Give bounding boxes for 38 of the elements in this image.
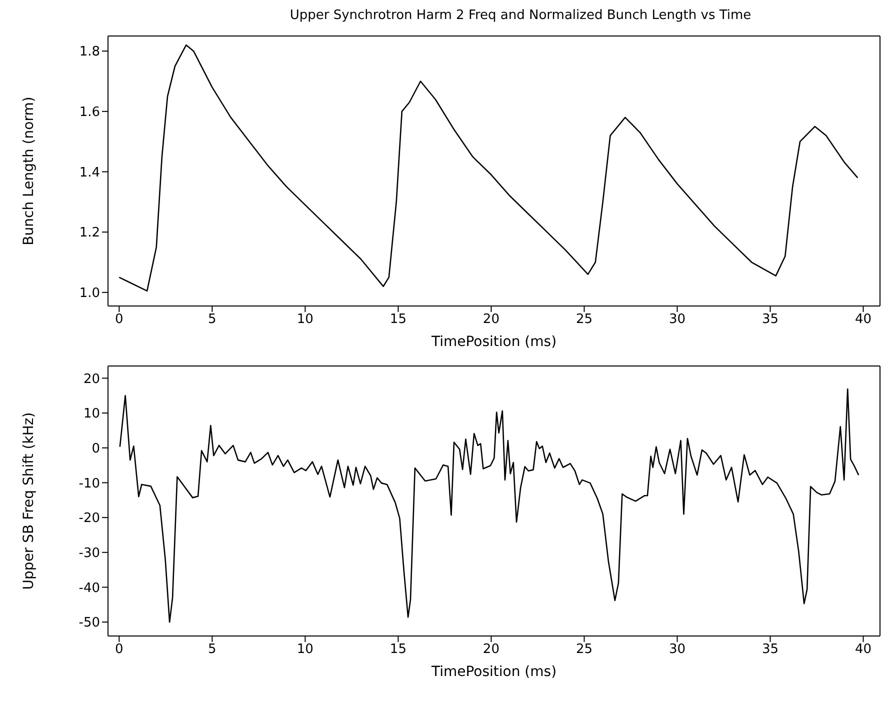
x-tick-label: 30 bbox=[668, 642, 686, 658]
x-tick-label: 20 bbox=[482, 642, 500, 658]
y-tick-label: 1.2 bbox=[79, 226, 100, 241]
y-tick-label: -50 bbox=[78, 616, 100, 631]
x-tick-label: 20 bbox=[482, 312, 500, 328]
x-tick-label: 35 bbox=[762, 312, 779, 328]
x-axis-title: TimePosition (ms) bbox=[430, 334, 557, 350]
x-tick-label: 5 bbox=[208, 312, 216, 328]
x-tick-label: 40 bbox=[854, 642, 872, 658]
chart-title: Upper Synchrotron Harm 2 Freq and Normalized Bunch Length vs Time bbox=[288, 8, 752, 25]
x-tick-label: 25 bbox=[576, 642, 592, 658]
y-tick-label: 10 bbox=[83, 406, 100, 422]
x-tick-label: 35 bbox=[762, 642, 779, 658]
y-tick-label: -20 bbox=[78, 511, 100, 526]
x-tick-label: 15 bbox=[390, 642, 406, 658]
line-series bbox=[118, 44, 858, 292]
line-series bbox=[119, 388, 860, 623]
y-tick-label: 1.0 bbox=[79, 286, 100, 302]
x-tick-label: 0 bbox=[115, 312, 124, 328]
y-axis-title: Bunch Length (norm) bbox=[20, 96, 37, 246]
x-tick-label: 30 bbox=[668, 312, 686, 328]
x-tick-label: 25 bbox=[576, 312, 592, 328]
y-tick-label: 1.8 bbox=[79, 44, 100, 60]
y-tick-label: -10 bbox=[78, 476, 100, 492]
x-tick-label: 5 bbox=[208, 642, 216, 658]
y-axis-title: Upper SB Freq Shift (kHz) bbox=[20, 412, 37, 590]
x-tick-label: 40 bbox=[854, 312, 872, 328]
x-axis-title: TimePosition (ms) bbox=[430, 664, 557, 680]
y-tick-label: 0 bbox=[92, 441, 100, 456]
y-tick-label: 1.6 bbox=[79, 105, 100, 120]
y-tick-label: 20 bbox=[83, 372, 100, 387]
y-tick-label: -30 bbox=[78, 546, 100, 561]
x-tick-label: 0 bbox=[115, 642, 124, 658]
y-tick-label: -40 bbox=[78, 580, 100, 596]
x-tick-label: 10 bbox=[296, 312, 314, 328]
x-tick-label: 15 bbox=[390, 312, 406, 328]
x-tick-label: 10 bbox=[296, 642, 314, 658]
y-tick-label: 1.4 bbox=[79, 165, 100, 180]
